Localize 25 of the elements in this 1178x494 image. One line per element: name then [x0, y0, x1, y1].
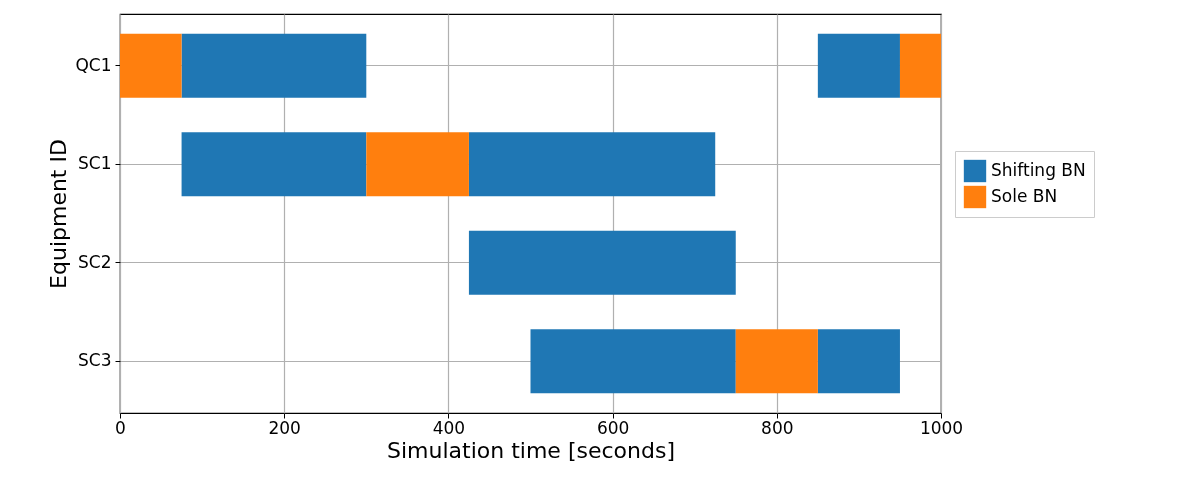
bar: [366, 132, 469, 197]
bar: [817, 329, 900, 394]
bar: [120, 33, 182, 98]
bar: [181, 132, 367, 197]
y-tick-label: SC2: [78, 251, 112, 272]
legend-label: Shifting BN: [991, 160, 1086, 180]
x-tick-label: 400: [432, 417, 466, 438]
y-tick-label: SC3: [78, 350, 112, 371]
x-tick-label: 600: [596, 417, 630, 438]
bar: [817, 33, 900, 98]
bar: [530, 329, 736, 394]
y-axis-title: Equipment ID: [46, 139, 72, 289]
y-tick-label: QC1: [75, 54, 112, 75]
bar: [181, 33, 367, 98]
y-tick-label: SC1: [78, 153, 112, 174]
x-tick-label: 1000: [919, 417, 964, 438]
bar: [468, 132, 716, 197]
x-axis-title: Simulation time [seconds]: [387, 437, 675, 463]
bar: [735, 329, 818, 394]
bar: [468, 230, 736, 295]
legend-label: Sole BN: [991, 186, 1058, 206]
bar: [899, 33, 941, 98]
x-tick-label: 0: [115, 417, 126, 438]
x-tick-label: 800: [761, 417, 794, 438]
x-tick-label: 200: [268, 417, 301, 438]
